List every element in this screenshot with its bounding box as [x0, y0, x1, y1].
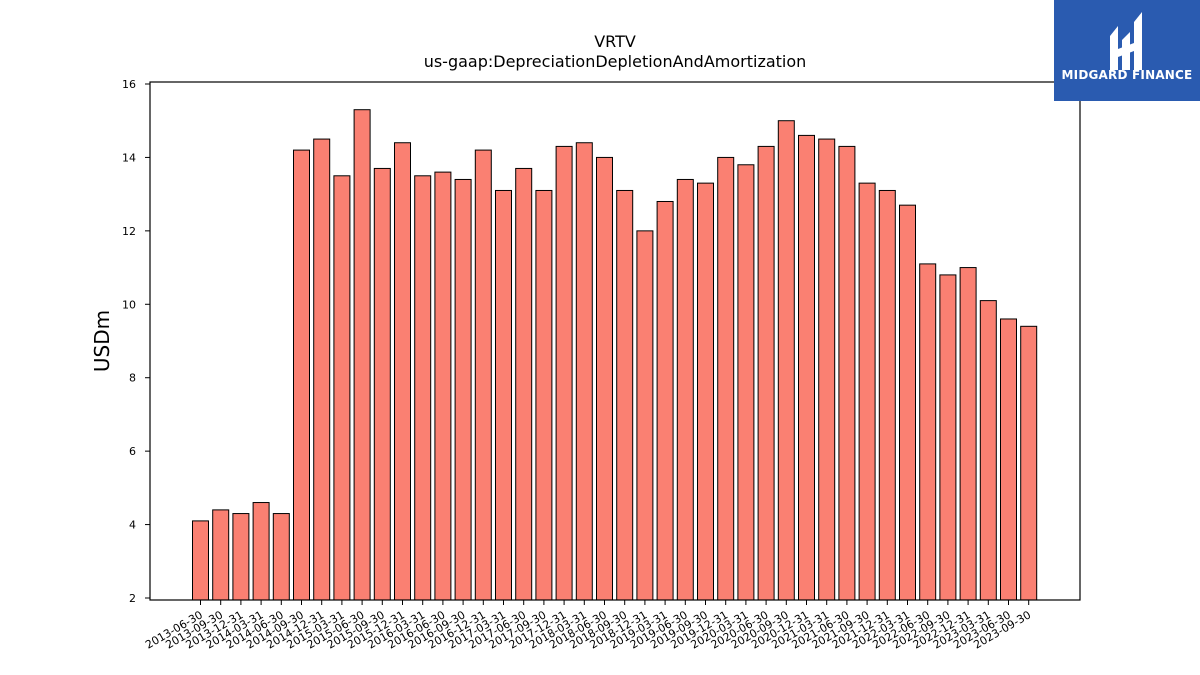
bars-group	[192, 109, 1038, 601]
bar	[818, 138, 836, 601]
y-tick-label: 10	[122, 298, 136, 311]
bar	[616, 189, 634, 601]
bar	[656, 200, 674, 601]
bar	[636, 230, 654, 601]
bar	[697, 182, 714, 601]
bar	[212, 509, 230, 601]
bar	[596, 156, 613, 601]
bar	[919, 263, 937, 601]
y-tick-label: 12	[122, 225, 136, 238]
bar	[535, 189, 553, 601]
bar	[858, 182, 876, 601]
bar	[1000, 318, 1017, 601]
bar	[798, 134, 815, 601]
plot-frame	[149, 81, 1081, 601]
y-axis-label: USDm	[90, 309, 114, 373]
x-axis: 2013-06-302013-09-302013-12-312014-03-31…	[143, 600, 1033, 652]
bar	[575, 142, 593, 601]
bar	[333, 175, 351, 601]
midgard-logo-icon	[1110, 12, 1142, 70]
bar	[495, 189, 512, 601]
y-tick-label: 16	[122, 78, 136, 91]
bar	[515, 167, 533, 601]
bar	[838, 145, 856, 601]
chart-title: VRTV	[594, 32, 636, 51]
bar	[899, 204, 916, 601]
bar	[232, 513, 250, 601]
y-tick-label: 6	[129, 445, 136, 458]
bar	[252, 502, 270, 601]
bar	[979, 300, 997, 601]
bar	[353, 109, 371, 601]
bar	[313, 138, 331, 601]
bar	[757, 145, 775, 601]
bar	[777, 120, 795, 601]
bar	[414, 175, 432, 601]
y-tick-label: 4	[129, 519, 136, 532]
bar	[1020, 325, 1038, 601]
midgard-logo: MIDGARD FINANCE	[1054, 0, 1200, 101]
bar	[394, 142, 411, 601]
chart-subtitle: us-gaap:DepreciationDepletionAndAmortiza…	[423, 52, 807, 71]
bar	[939, 274, 957, 601]
y-tick-label: 14	[122, 151, 136, 164]
bar	[192, 520, 209, 601]
bar	[878, 189, 896, 601]
y-tick-label: 8	[129, 372, 136, 385]
bar	[676, 178, 694, 601]
bar	[737, 164, 755, 601]
logo-text: MIDGARD FINANCE	[1061, 68, 1193, 82]
bar	[293, 149, 310, 601]
bar	[959, 267, 977, 601]
bar	[717, 156, 735, 601]
bar	[555, 145, 573, 601]
bar	[373, 167, 391, 601]
y-axis: 2 4 6 8 10 12 14 16	[122, 78, 150, 605]
bar	[454, 178, 472, 601]
bar	[272, 513, 290, 601]
y-tick-label: 2	[129, 592, 136, 605]
bar	[434, 171, 452, 601]
bar	[474, 149, 492, 601]
